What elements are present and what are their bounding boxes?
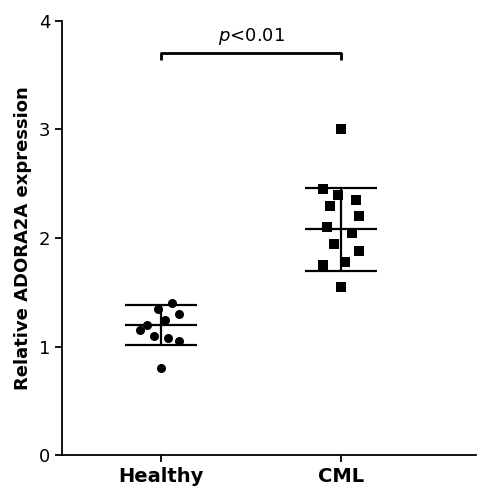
Point [157,364,165,372]
Point [175,338,183,345]
Point [334,190,342,198]
Point [330,240,338,248]
Point [165,334,172,342]
Point [143,321,150,329]
Point [168,300,176,308]
Point [319,185,327,193]
Point [352,196,360,204]
Point [175,310,183,318]
Point [326,202,334,209]
Point [319,261,327,269]
Point [153,304,161,312]
Point [337,283,345,291]
Text: $\it{p}$<0.01: $\it{p}$<0.01 [218,26,285,47]
Point [341,258,349,266]
Point [337,126,345,134]
Point [136,326,144,334]
Point [348,228,356,236]
Point [355,247,363,255]
Point [355,212,363,220]
Point [161,316,169,324]
Point [323,223,331,231]
Y-axis label: Relative ADORA2A expression: Relative ADORA2A expression [14,86,32,390]
Point [150,332,158,340]
